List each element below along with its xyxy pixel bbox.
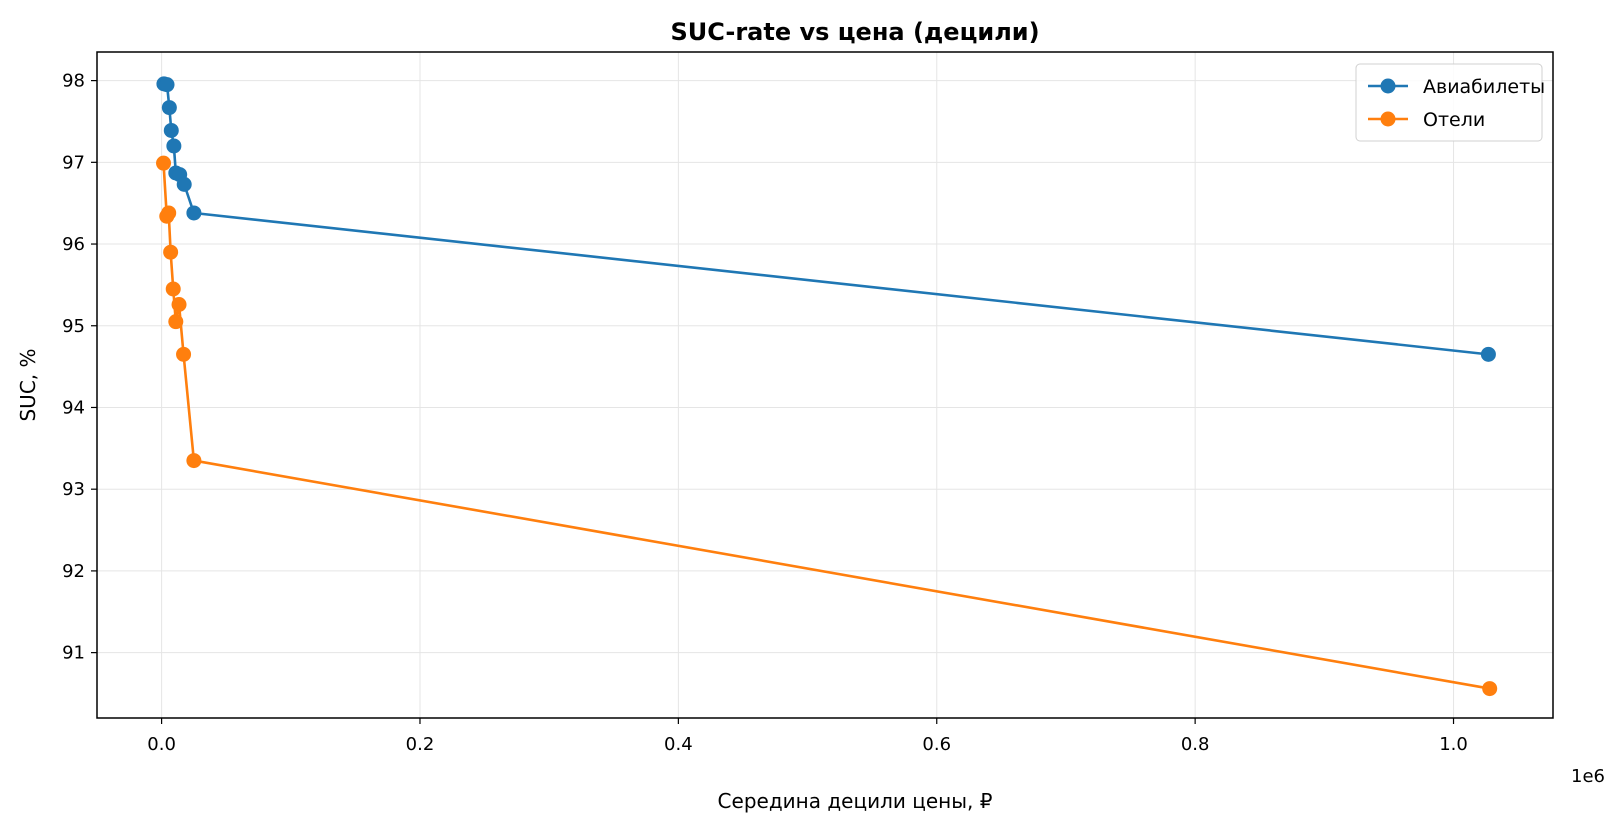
x-tick-label: 0.0: [147, 734, 176, 755]
y-tick-label: 94: [62, 397, 85, 418]
x-tick-label: 0.4: [664, 734, 693, 755]
x-tick-label: 0.2: [406, 734, 435, 755]
y-tick-label: 98: [62, 71, 85, 92]
data-point: [176, 346, 192, 362]
series-1: [156, 155, 1498, 697]
legend-label: Авиабилеты: [1423, 76, 1545, 98]
data-point: [166, 138, 182, 154]
y-tick-label: 91: [62, 643, 85, 664]
legend-label: Отели: [1423, 109, 1485, 131]
plot-frame: [96, 51, 1554, 719]
grid: [97, 52, 1553, 718]
series-0: [156, 76, 1496, 362]
y-tick-label: 92: [62, 561, 85, 582]
y-tick-label: 93: [62, 479, 85, 500]
chart-title: SUC-rate vs цена (децили): [670, 18, 1039, 46]
data-point: [159, 77, 175, 93]
data-point: [171, 297, 187, 313]
y-tick-label: 96: [62, 234, 85, 255]
x-tick-label: 1.0: [1439, 734, 1468, 755]
legend-swatch-marker: [1380, 78, 1396, 94]
data-point: [156, 155, 172, 171]
series-layer: [156, 76, 1498, 697]
data-point: [186, 453, 202, 469]
y-tick-label: 95: [62, 316, 85, 337]
data-point: [168, 314, 184, 330]
data-point: [186, 205, 202, 221]
data-point: [163, 122, 179, 138]
ticks-layer: 0.0 0.2 0.4 0.6 0.8 1.0 91 92 93 94 95 96 97 98: [62, 71, 1468, 755]
legend: Авиабилеты Отели: [1355, 63, 1545, 142]
legend-swatch-marker: [1380, 111, 1396, 127]
data-point: [165, 281, 181, 297]
y-axis-label: SUC, %: [16, 348, 40, 421]
data-point: [1482, 681, 1498, 697]
y-tick-label: 97: [62, 152, 85, 173]
x-tick-label: 0.6: [922, 734, 951, 755]
data-point: [163, 244, 179, 260]
legend-box: [1355, 63, 1543, 142]
x-axis-label: Середина децили цены, ₽: [718, 789, 993, 813]
data-point: [161, 100, 177, 116]
data-point: [1480, 346, 1496, 362]
x-axis-offset-label: 1e6: [1571, 766, 1605, 787]
data-point: [176, 176, 192, 192]
data-point: [161, 205, 177, 221]
series-line: [163, 82, 1489, 356]
x-tick-label: 0.8: [1181, 734, 1210, 755]
